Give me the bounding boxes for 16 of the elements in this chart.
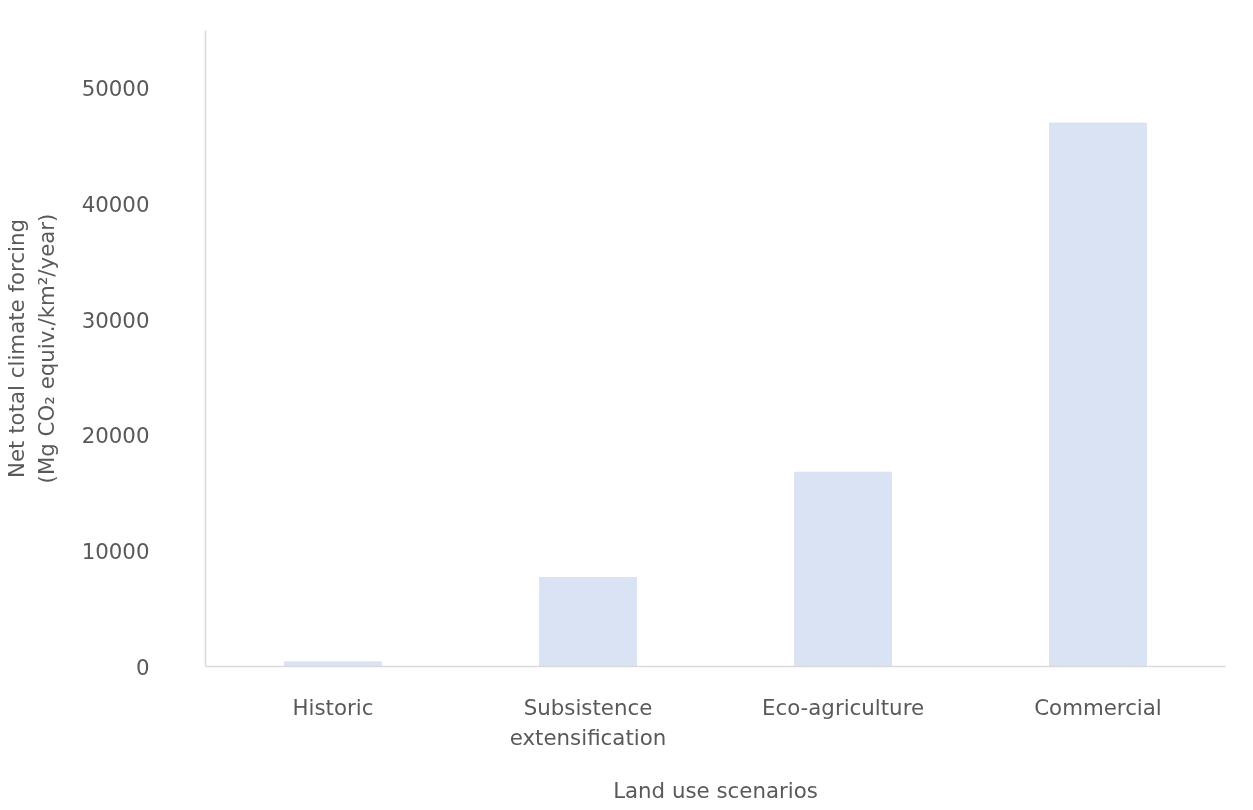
y-tick-label: 20000 bbox=[81, 423, 150, 449]
bar bbox=[1049, 122, 1147, 667]
x-tick-label: Commercial bbox=[1034, 694, 1162, 720]
y-tick-label: 40000 bbox=[81, 191, 150, 217]
bar bbox=[794, 471, 892, 667]
y-tick-label: 50000 bbox=[81, 76, 150, 102]
x-tick-label: Eco-agriculture bbox=[761, 694, 925, 720]
x-axis-title: Land use scenarios bbox=[613, 777, 818, 803]
y-tick-label: 30000 bbox=[81, 307, 150, 333]
bar bbox=[284, 661, 382, 667]
y-tick-label: 10000 bbox=[81, 538, 150, 564]
x-tick-label: Subsistence extensification bbox=[509, 694, 667, 750]
bar bbox=[539, 576, 637, 667]
x-tick-label: Historic bbox=[292, 694, 374, 720]
y-axis-title: Net total climate forcing (Mg CO₂ equiv./km²/year) bbox=[3, 213, 59, 484]
y-tick-label: 0 bbox=[135, 654, 150, 680]
